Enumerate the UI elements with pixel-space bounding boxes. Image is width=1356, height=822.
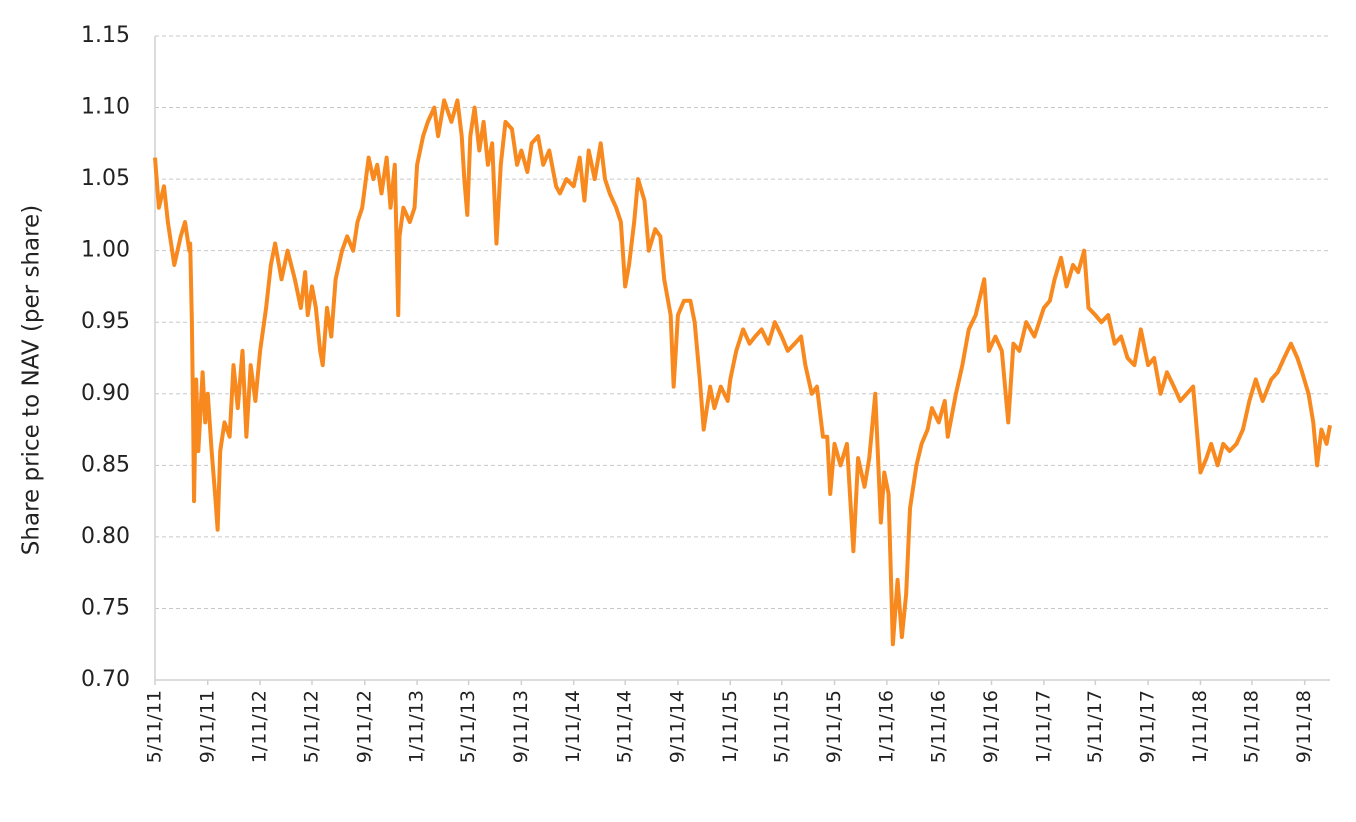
x-tick-label: 5/11/13 bbox=[457, 690, 479, 763]
x-tick-label: 1/11/17 bbox=[1032, 690, 1054, 763]
x-tick-label: 1/11/15 bbox=[719, 690, 741, 763]
y-tick-label: 0.75 bbox=[81, 595, 130, 620]
x-tick-label: 5/11/11 bbox=[144, 690, 166, 763]
x-tick-label: 9/11/16 bbox=[980, 690, 1002, 763]
x-tick-label: 9/11/15 bbox=[823, 690, 845, 763]
x-tick-label: 5/11/14 bbox=[614, 690, 636, 763]
x-tick-label: 5/11/12 bbox=[301, 690, 323, 763]
x-tick-label: 5/11/15 bbox=[770, 690, 792, 763]
x-tick-label: 1/11/18 bbox=[1189, 690, 1211, 763]
y-tick-label: 0.95 bbox=[81, 309, 130, 334]
y-tick-label: 0.90 bbox=[81, 381, 130, 406]
y-tick-label: 1.10 bbox=[81, 95, 130, 120]
x-tick-label: 5/11/17 bbox=[1084, 690, 1106, 763]
line-series bbox=[153, 98, 1332, 647]
x-tick-label: 1/11/13 bbox=[406, 690, 428, 763]
x-tick-label: 1/11/16 bbox=[875, 690, 897, 763]
y-tick-label: 1.05 bbox=[81, 166, 130, 191]
x-tick-label: 9/11/18 bbox=[1293, 690, 1315, 763]
y-axis-label: Share price to NAV (per share) bbox=[19, 205, 45, 555]
x-tick-label: 9/11/14 bbox=[666, 690, 688, 763]
x-tick-label: 9/11/12 bbox=[353, 690, 375, 763]
y-tick-label: 0.80 bbox=[81, 524, 130, 549]
y-tick-label: 0.70 bbox=[81, 667, 130, 692]
x-tick-label: 1/11/14 bbox=[562, 690, 584, 763]
y-tick-label: 1.00 bbox=[81, 238, 130, 263]
x-tick-label: 9/11/11 bbox=[196, 690, 218, 763]
y-tick-label: 0.85 bbox=[81, 452, 130, 477]
x-tick-label: 9/11/17 bbox=[1137, 690, 1159, 763]
x-tick-label: 1/11/12 bbox=[249, 690, 271, 763]
x-tick-label: 9/11/13 bbox=[510, 690, 532, 763]
x-tick-label: 5/11/16 bbox=[927, 690, 949, 763]
x-tick-label: 5/11/18 bbox=[1240, 690, 1262, 763]
y-tick-label: 1.15 bbox=[81, 23, 130, 48]
